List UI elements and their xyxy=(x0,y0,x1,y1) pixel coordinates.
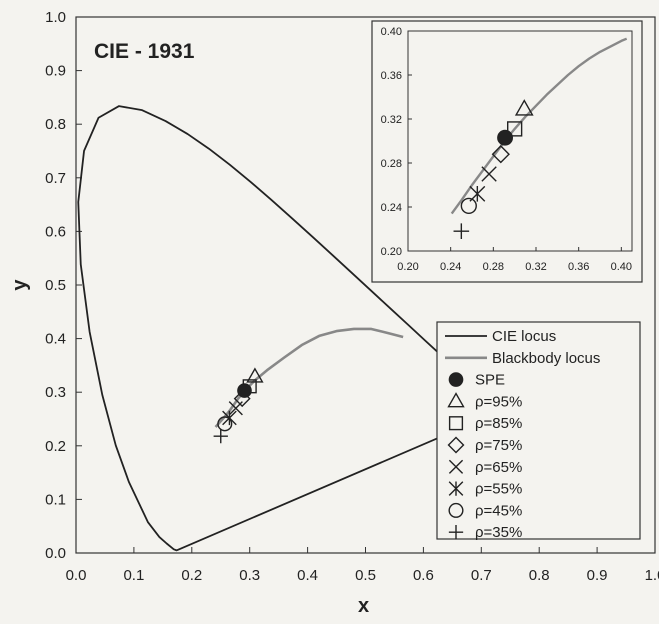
inset-point-rho-85pct xyxy=(507,121,523,137)
legend-label: ρ=95% xyxy=(475,393,522,410)
point-spe xyxy=(237,383,252,398)
point-rho-65pct xyxy=(228,401,243,416)
legend-label: ρ=65% xyxy=(475,459,522,476)
inset-point-rho-65pct xyxy=(481,166,497,182)
point-rho-95pct xyxy=(246,367,264,383)
y-tick-label: 0.4 xyxy=(45,331,66,348)
legend-label: ρ=55% xyxy=(475,481,522,498)
legend-label: SPE xyxy=(475,372,505,389)
inset-x-tick-label: 0.40 xyxy=(611,261,632,273)
inset-y-tick-label: 0.36 xyxy=(381,70,402,82)
legend-marker-rho-55pct xyxy=(448,481,464,496)
legend-marker-spe xyxy=(448,372,464,387)
y-tick-label: 0.5 xyxy=(45,277,66,294)
inset-x-tick-label: 0.36 xyxy=(568,261,589,273)
point-rho-85pct xyxy=(242,379,257,394)
inset-y-tick-label: 0.20 xyxy=(381,246,402,258)
x-tick-label: 0.3 xyxy=(239,567,260,584)
main-plot: 0.0 0.1 0.2 0.3 0.4 0.5 0.6 0.7 0.8 0.9 1.0 0.0 0.1 0… xyxy=(9,9,659,617)
x-tick-label: 0.0 xyxy=(66,567,87,584)
legend-marker-rho-75pct xyxy=(447,436,465,454)
x-axis-title: x xyxy=(358,595,369,617)
legend-label: ρ=85% xyxy=(475,415,522,432)
y-tick-label: 0.2 xyxy=(45,438,66,455)
x-tick-label: 0.7 xyxy=(471,567,492,584)
x-tick-label: 0.5 xyxy=(355,567,376,584)
y-tick-label: 0.1 xyxy=(45,491,66,508)
y-tick-label: 0.0 xyxy=(45,545,66,562)
legend-label: Blackbody locus xyxy=(492,350,600,367)
inset-plot-frame xyxy=(407,30,633,252)
legend-marker-rho-45pct xyxy=(448,502,464,518)
point-rho-75pct xyxy=(233,390,251,408)
inset-plot: 0.20 0.24 0.28 0.32 0.36 0.40 0.20 0.24 0.28 0.32… xyxy=(371,20,643,283)
y-axis-title: y xyxy=(9,279,31,291)
inset-y-tick-label: 0.32 xyxy=(381,114,402,126)
x-tick-label: 0.4 xyxy=(297,567,318,584)
legend-marker-rho-65pct xyxy=(448,459,464,474)
chart-title: CIE - 1931 xyxy=(94,40,195,63)
x-tick-label: 0.8 xyxy=(529,567,550,584)
legend-label: CIE locus xyxy=(492,328,556,345)
legend-label: ρ=75% xyxy=(475,437,522,454)
legend-marker-rho-35pct xyxy=(448,525,464,540)
y-tick-label: 0.8 xyxy=(45,116,66,133)
series-blackbody-locus xyxy=(214,327,404,428)
inset-point-spe xyxy=(497,129,514,146)
inset-x-tick-label: 0.20 xyxy=(397,261,418,273)
legend: CIE locus Blackbody locus SPE ρ=95% ρ=85% ρ=7… xyxy=(436,321,641,541)
legend-marker-rho-85pct xyxy=(448,416,464,431)
inset-series-blackbody-locus xyxy=(450,37,628,215)
inset-y-tick-label: 0.24 xyxy=(381,202,402,214)
inset-point-rho-75pct xyxy=(491,145,510,164)
inset-x-tick-label: 0.24 xyxy=(440,261,461,273)
legend-label: ρ=35% xyxy=(475,524,522,541)
inset-point-rho-45pct xyxy=(460,197,477,215)
legend-label: ρ=45% xyxy=(475,502,522,519)
inset-x-tick-label: 0.28 xyxy=(483,261,504,273)
y-tick-label: 0.3 xyxy=(45,384,66,401)
inset-point-rho-95pct xyxy=(514,99,534,116)
inset-y-tick-label: 0.40 xyxy=(381,26,402,38)
x-tick-label: 0.2 xyxy=(181,567,202,584)
y-tick-label: 0.7 xyxy=(45,170,66,187)
point-rho-45pct xyxy=(217,416,233,432)
y-tick-label: 0.9 xyxy=(45,63,66,80)
x-tick-label: 0.6 xyxy=(413,567,434,584)
x-tick-label: 1.0 xyxy=(645,567,659,584)
point-rho-35pct xyxy=(213,429,228,444)
y-tick-label: 0.6 xyxy=(45,223,66,240)
inset-x-tick-label: 0.32 xyxy=(525,261,546,273)
inset-y-tick-label: 0.28 xyxy=(381,158,402,170)
x-tick-label: 0.9 xyxy=(587,567,608,584)
y-tick-label: 1.0 xyxy=(45,9,66,26)
x-tick-label: 0.1 xyxy=(123,567,144,584)
inset-point-rho-35pct xyxy=(453,223,470,239)
legend-marker-rho-95pct xyxy=(447,392,465,408)
